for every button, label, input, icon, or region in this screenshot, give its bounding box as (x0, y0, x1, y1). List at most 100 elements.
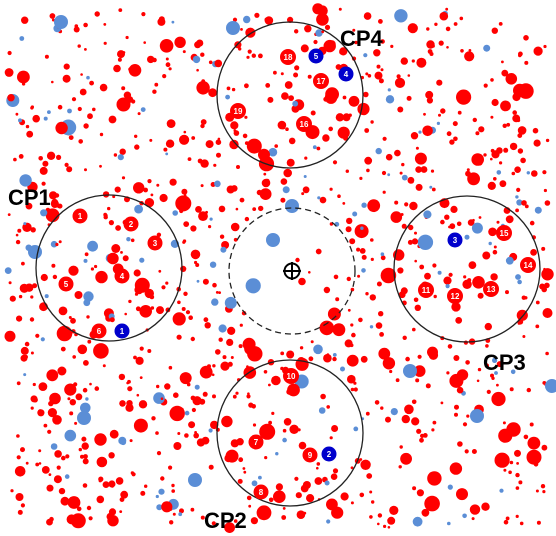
red-point (246, 340, 255, 349)
numbered-point-red-4: 4 (114, 268, 130, 284)
large-blue-point (266, 233, 280, 247)
red-point (204, 375, 208, 379)
red-point (382, 190, 386, 194)
red-point (505, 73, 518, 85)
blue-point (375, 147, 382, 155)
blue-point (312, 145, 317, 150)
red-point (481, 502, 490, 511)
red-point (322, 134, 330, 142)
red-point (465, 360, 470, 365)
red-point (74, 421, 78, 425)
red-point (282, 507, 286, 510)
red-point (369, 515, 373, 519)
red-point (251, 53, 256, 58)
red-point (301, 365, 307, 371)
red-point (181, 188, 188, 195)
red-point (475, 131, 480, 136)
red-point (104, 213, 108, 218)
red-point (353, 381, 357, 385)
red-point (407, 74, 411, 77)
red-point (350, 466, 354, 470)
red-point (94, 386, 100, 391)
red-point (360, 355, 368, 363)
red-point (56, 203, 62, 209)
red-point (200, 159, 209, 168)
red-point (369, 490, 373, 494)
red-point (394, 149, 401, 157)
red-point (517, 126, 527, 135)
red-point (218, 291, 222, 294)
red-point (135, 306, 141, 312)
blue-point (313, 344, 323, 355)
large-blue-point (285, 199, 299, 213)
blue-point (225, 94, 231, 100)
blue-point (429, 185, 433, 189)
blue-point (43, 116, 48, 121)
red-point (230, 222, 240, 232)
red-point (14, 466, 26, 477)
numbered-point-red-7: 7 (248, 434, 264, 450)
red-point (482, 251, 491, 260)
red-point (512, 110, 517, 115)
blue-point (340, 366, 345, 372)
red-point (319, 196, 327, 204)
red-point (80, 454, 84, 459)
red-point (82, 483, 88, 488)
red-point (208, 60, 213, 65)
red-point (503, 147, 509, 153)
blue-point (23, 373, 27, 377)
red-point (370, 257, 374, 261)
red-point (527, 452, 531, 456)
red-point (294, 476, 299, 481)
red-point (71, 97, 77, 102)
red-point (472, 218, 475, 222)
red-point (503, 519, 509, 525)
red-point (347, 374, 356, 384)
red-point (82, 444, 88, 450)
red-point (140, 490, 146, 496)
red-point (39, 166, 48, 175)
red-point (119, 148, 126, 155)
red-point (218, 205, 226, 213)
blue-point (492, 357, 498, 363)
blue-point (126, 237, 131, 242)
red-point (323, 286, 331, 294)
numbered-point-red-2: 2 (123, 216, 139, 232)
red-point (236, 438, 244, 446)
red-point (478, 126, 485, 133)
red-point (186, 382, 191, 387)
red-point (30, 406, 34, 410)
red-point (122, 255, 129, 262)
red-point (486, 389, 491, 394)
red-point (227, 361, 233, 367)
red-point (499, 180, 507, 188)
blue-point (172, 210, 178, 216)
red-point (374, 400, 380, 405)
red-point (121, 86, 126, 91)
red-point (89, 80, 94, 86)
red-point (125, 403, 134, 412)
red-point (381, 170, 387, 176)
red-point (535, 489, 539, 493)
blue-point (245, 278, 261, 294)
blue-point (50, 443, 58, 450)
red-point (400, 287, 408, 295)
numbered-point-label: 11 (422, 286, 431, 295)
red-point (119, 510, 123, 513)
red-point (94, 11, 100, 17)
red-point (468, 261, 477, 269)
red-point (502, 421, 506, 425)
red-point (194, 431, 198, 434)
red-point (159, 193, 168, 203)
red-point (323, 353, 332, 363)
red-point (304, 156, 308, 160)
blue-point (380, 252, 385, 256)
blue-point (50, 240, 58, 248)
red-point (354, 224, 369, 239)
blue-point (387, 88, 391, 92)
red-point (208, 88, 218, 98)
red-point (188, 421, 196, 429)
red-point (99, 164, 102, 168)
red-point (519, 521, 524, 526)
red-point (449, 373, 464, 388)
